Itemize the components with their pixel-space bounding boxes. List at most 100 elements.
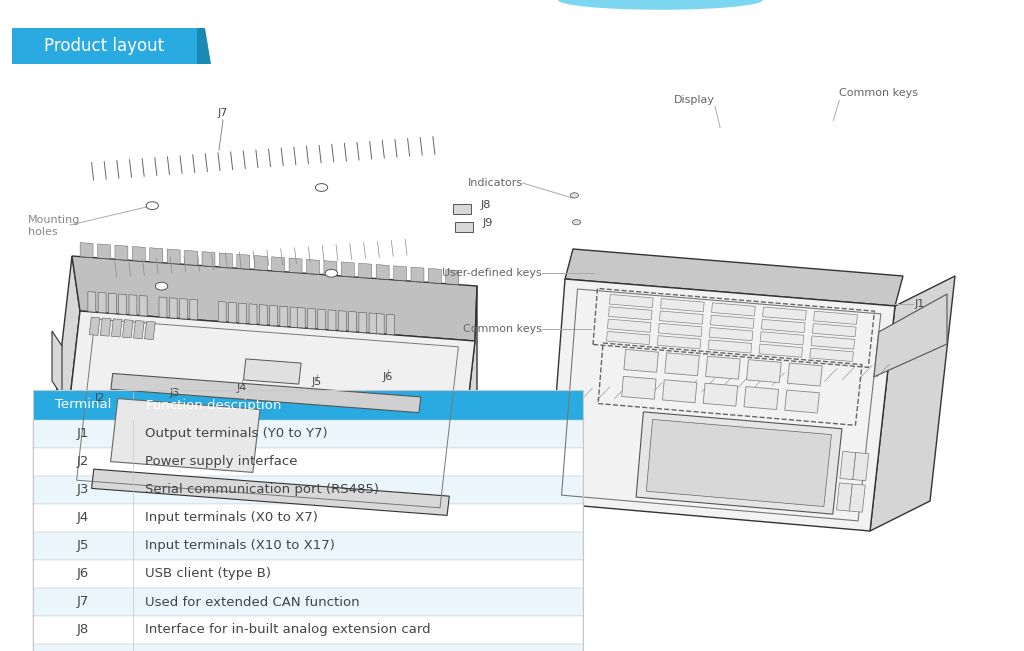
Polygon shape [386, 314, 394, 335]
Polygon shape [646, 419, 831, 506]
Polygon shape [376, 314, 384, 334]
Text: J6: J6 [77, 568, 89, 581]
Polygon shape [60, 311, 475, 516]
Text: Function description: Function description [146, 398, 282, 411]
Text: J8: J8 [77, 624, 89, 637]
Text: J4: J4 [77, 512, 89, 525]
Polygon shape [254, 255, 267, 270]
Text: Common keys: Common keys [464, 324, 543, 335]
Polygon shape [608, 307, 652, 320]
Circle shape [146, 202, 159, 210]
Polygon shape [80, 243, 93, 258]
Polygon shape [660, 299, 705, 312]
Text: J1: J1 [77, 428, 89, 441]
Polygon shape [812, 324, 856, 337]
Polygon shape [98, 292, 106, 313]
Ellipse shape [558, 0, 763, 10]
Polygon shape [297, 307, 305, 328]
Polygon shape [290, 307, 298, 327]
Polygon shape [873, 294, 947, 377]
Polygon shape [565, 249, 903, 306]
Text: Output terminals (Y0 to Y7): Output terminals (Y0 to Y7) [145, 428, 328, 441]
Polygon shape [711, 315, 754, 328]
FancyBboxPatch shape [33, 420, 583, 448]
Polygon shape [306, 259, 319, 274]
FancyBboxPatch shape [33, 616, 583, 644]
Polygon shape [72, 256, 477, 341]
Polygon shape [709, 340, 752, 353]
Polygon shape [411, 267, 424, 282]
Text: Used for extended CAN function: Used for extended CAN function [145, 596, 359, 609]
Polygon shape [787, 363, 822, 386]
Text: Indicators: Indicators [468, 178, 522, 188]
Polygon shape [712, 303, 756, 316]
Polygon shape [52, 256, 80, 486]
Polygon shape [307, 309, 315, 329]
Circle shape [156, 283, 168, 290]
Polygon shape [636, 412, 842, 514]
FancyBboxPatch shape [33, 588, 583, 616]
Text: J5: J5 [312, 377, 323, 387]
Text: Mounting: Mounting [28, 215, 80, 225]
Text: holes: holes [28, 227, 57, 237]
Polygon shape [289, 258, 302, 273]
Text: Input terminals (X10 to X17): Input terminals (X10 to X17) [145, 540, 335, 553]
Polygon shape [100, 318, 111, 336]
Polygon shape [665, 353, 699, 376]
Polygon shape [746, 359, 781, 383]
Text: Input terminals (X0 to X7): Input terminals (X0 to X7) [145, 512, 317, 525]
Polygon shape [710, 327, 753, 340]
Polygon shape [144, 322, 156, 340]
Text: J2: J2 [77, 456, 89, 469]
Polygon shape [328, 310, 336, 331]
Polygon shape [784, 390, 819, 413]
FancyBboxPatch shape [12, 28, 197, 64]
Polygon shape [762, 320, 805, 333]
Polygon shape [111, 374, 421, 413]
Polygon shape [348, 311, 356, 332]
Polygon shape [369, 313, 377, 333]
Polygon shape [129, 295, 137, 315]
Polygon shape [150, 248, 163, 263]
Text: Serial communication port (RS485): Serial communication port (RS485) [145, 484, 379, 497]
Polygon shape [324, 260, 337, 275]
Text: J6: J6 [383, 372, 393, 381]
Polygon shape [202, 252, 215, 267]
Polygon shape [52, 331, 62, 396]
Polygon shape [109, 293, 117, 314]
FancyBboxPatch shape [33, 390, 583, 420]
FancyBboxPatch shape [33, 644, 583, 651]
Polygon shape [112, 319, 122, 337]
Polygon shape [280, 306, 288, 327]
Polygon shape [88, 292, 96, 312]
Polygon shape [123, 320, 133, 338]
Polygon shape [249, 304, 257, 324]
Polygon shape [159, 297, 167, 318]
Polygon shape [840, 451, 856, 480]
Polygon shape [139, 296, 147, 316]
Text: J4: J4 [237, 383, 247, 393]
Polygon shape [115, 245, 128, 260]
Circle shape [572, 219, 581, 225]
Polygon shape [239, 303, 247, 324]
Polygon shape [760, 332, 804, 345]
Polygon shape [763, 307, 806, 320]
Text: Interface for in-built analog extension card: Interface for in-built analog extension … [145, 624, 431, 637]
Polygon shape [837, 483, 852, 511]
Text: J5: J5 [77, 540, 89, 553]
Polygon shape [622, 376, 656, 399]
Circle shape [315, 184, 328, 191]
Polygon shape [703, 383, 737, 406]
Polygon shape [218, 301, 226, 322]
Polygon shape [219, 253, 232, 268]
Text: J3: J3 [77, 484, 89, 497]
Text: J7: J7 [77, 596, 89, 609]
Polygon shape [89, 317, 100, 335]
Polygon shape [358, 263, 372, 278]
Text: J8: J8 [480, 201, 492, 210]
Polygon shape [132, 247, 145, 262]
Polygon shape [870, 276, 955, 531]
Polygon shape [658, 324, 701, 337]
Polygon shape [811, 336, 855, 349]
FancyBboxPatch shape [33, 560, 583, 588]
